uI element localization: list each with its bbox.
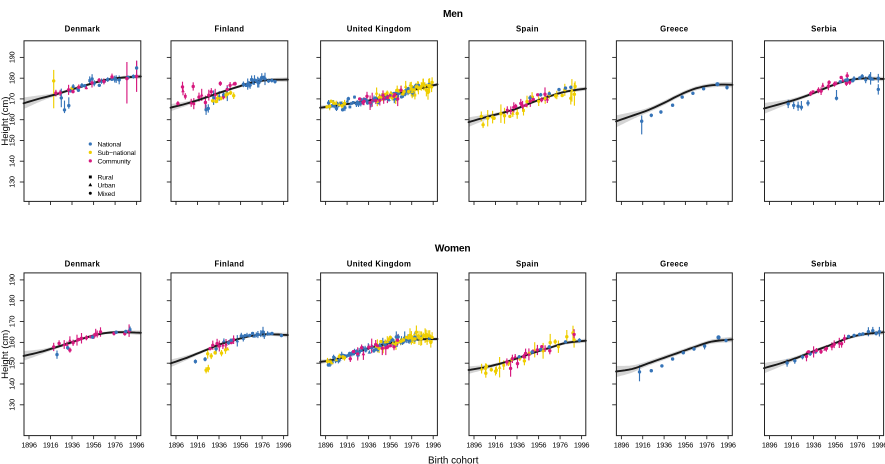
svg-text:Rural: Rural xyxy=(98,174,114,181)
svg-text:Serbia: Serbia xyxy=(811,25,837,34)
svg-text:1916: 1916 xyxy=(488,440,503,449)
svg-text:Community: Community xyxy=(98,158,132,165)
svg-text:1936: 1936 xyxy=(656,440,671,449)
svg-text:1996: 1996 xyxy=(872,440,885,449)
svg-text:1956: 1956 xyxy=(678,440,693,449)
svg-text:1976: 1976 xyxy=(699,440,714,449)
svg-text:Denmark: Denmark xyxy=(65,25,101,34)
svg-text:1936: 1936 xyxy=(211,440,226,449)
svg-text:1896: 1896 xyxy=(21,440,36,449)
svg-text:1916: 1916 xyxy=(635,440,650,449)
svg-text:Birth cohort: Birth cohort xyxy=(428,456,479,464)
svg-text:Sub−national: Sub−national xyxy=(98,150,137,157)
svg-text:1976: 1976 xyxy=(404,440,419,449)
svg-text:1996: 1996 xyxy=(129,440,144,449)
svg-text:160: 160 xyxy=(8,114,17,126)
svg-text:1956: 1956 xyxy=(531,440,546,449)
svg-text:130: 130 xyxy=(8,399,17,411)
svg-text:1956: 1956 xyxy=(86,440,101,449)
svg-text:1996: 1996 xyxy=(276,440,291,449)
svg-text:1976: 1976 xyxy=(254,440,269,449)
svg-text:180: 180 xyxy=(8,295,17,307)
svg-text:Men: Men xyxy=(443,9,463,20)
svg-text:150: 150 xyxy=(8,135,17,147)
svg-text:150: 150 xyxy=(8,357,17,369)
svg-text:Urban: Urban xyxy=(98,182,116,189)
svg-text:1936: 1936 xyxy=(509,440,524,449)
svg-text:1996: 1996 xyxy=(720,440,735,449)
svg-text:180: 180 xyxy=(8,72,17,84)
svg-text:170: 170 xyxy=(8,316,17,328)
svg-text:Finland: Finland xyxy=(214,25,244,34)
svg-text:1976: 1976 xyxy=(850,440,865,449)
svg-text:140: 140 xyxy=(8,155,17,167)
svg-text:1976: 1976 xyxy=(107,440,122,449)
svg-text:1956: 1956 xyxy=(383,440,398,449)
svg-text:United Kingdom: United Kingdom xyxy=(347,25,411,34)
svg-text:1936: 1936 xyxy=(361,440,376,449)
svg-text:Serbia: Serbia xyxy=(811,260,837,269)
svg-text:Greece: Greece xyxy=(660,25,689,34)
svg-text:160: 160 xyxy=(8,336,17,348)
svg-text:1996: 1996 xyxy=(426,440,441,449)
svg-text:1936: 1936 xyxy=(64,440,79,449)
svg-text:1896: 1896 xyxy=(614,440,629,449)
svg-text:130: 130 xyxy=(8,176,17,188)
svg-text:1896: 1896 xyxy=(318,440,333,449)
svg-text:Women: Women xyxy=(435,244,471,255)
svg-text:National: National xyxy=(98,142,122,149)
svg-text:Height (cm): Height (cm) xyxy=(0,330,11,379)
svg-text:1936: 1936 xyxy=(806,440,821,449)
svg-text:1916: 1916 xyxy=(190,440,205,449)
svg-text:Spain: Spain xyxy=(516,25,539,34)
svg-text:Spain: Spain xyxy=(516,260,539,269)
svg-text:1976: 1976 xyxy=(552,440,567,449)
svg-text:170: 170 xyxy=(8,93,17,105)
svg-text:Mixed: Mixed xyxy=(98,191,116,198)
svg-text:1996: 1996 xyxy=(574,440,589,449)
svg-text:1916: 1916 xyxy=(784,440,799,449)
svg-text:Greece: Greece xyxy=(660,260,689,269)
svg-text:Height (cm): Height (cm) xyxy=(0,97,11,146)
svg-text:140: 140 xyxy=(8,378,17,390)
svg-text:1896: 1896 xyxy=(762,440,777,449)
svg-text:1896: 1896 xyxy=(168,440,183,449)
svg-text:1916: 1916 xyxy=(339,440,354,449)
svg-text:United Kingdom: United Kingdom xyxy=(347,260,411,269)
svg-text:190: 190 xyxy=(8,274,17,286)
svg-text:1956: 1956 xyxy=(233,440,248,449)
svg-text:Denmark: Denmark xyxy=(65,260,101,269)
svg-text:1956: 1956 xyxy=(828,440,843,449)
svg-text:190: 190 xyxy=(8,51,17,63)
svg-text:1916: 1916 xyxy=(43,440,58,449)
svg-text:Finland: Finland xyxy=(214,260,244,269)
svg-text:1896: 1896 xyxy=(466,440,481,449)
